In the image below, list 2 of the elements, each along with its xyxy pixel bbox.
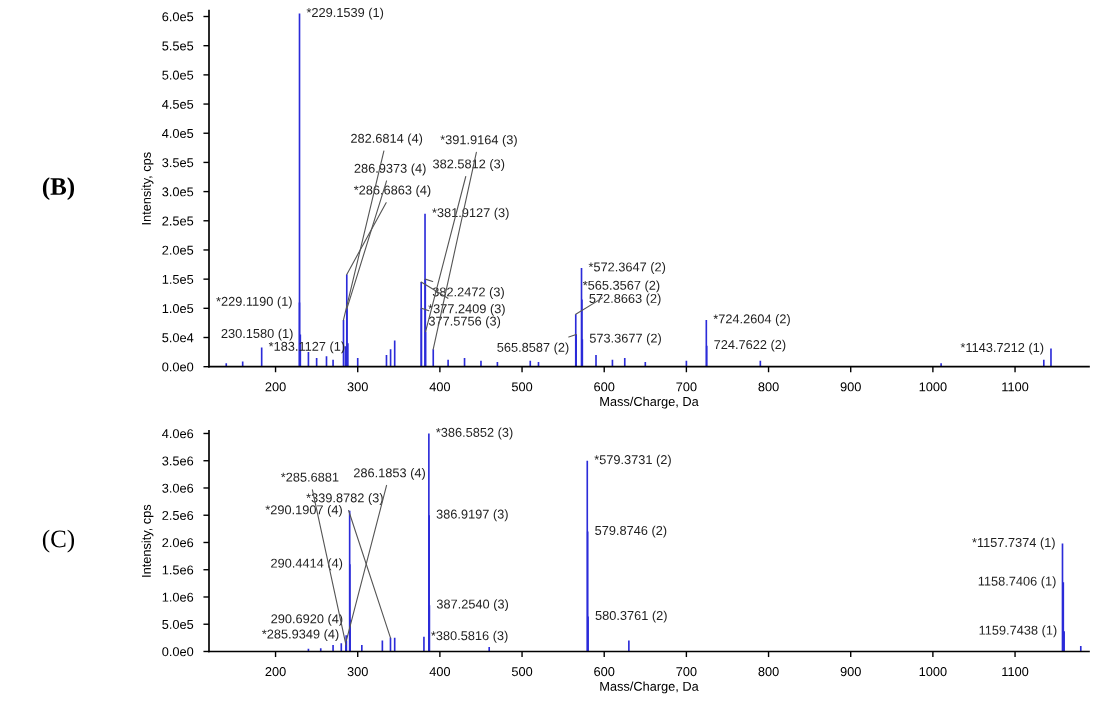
text: (B)	[42, 177, 75, 201]
text: (C)	[42, 529, 75, 553]
